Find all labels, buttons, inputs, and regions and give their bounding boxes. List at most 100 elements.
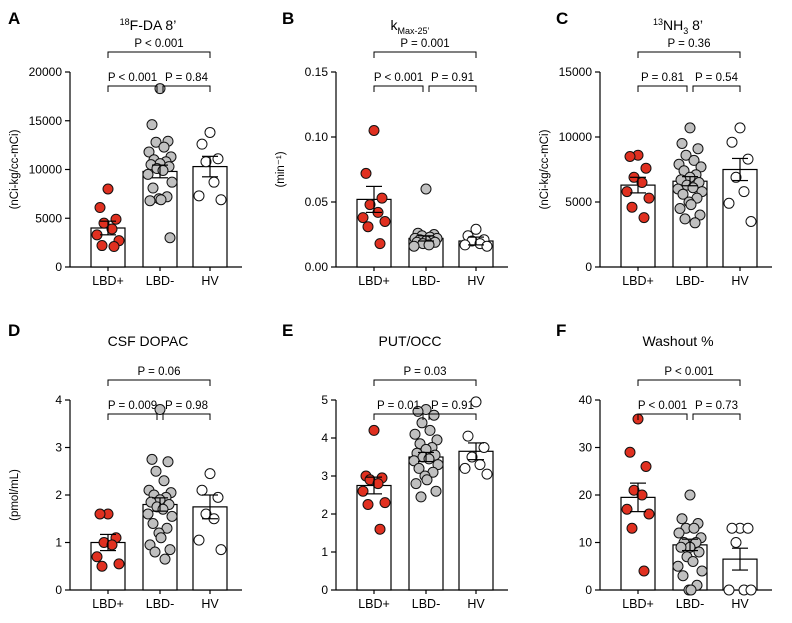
data-point <box>726 522 738 534</box>
data-point <box>638 565 650 577</box>
data-point <box>215 544 227 556</box>
panel-c: C 13NH3 8’ (nCi-kg/cc-mCi) 0 5000 10000 15000 L… <box>539 9 772 288</box>
p-value-label: P < 0.001 <box>664 366 713 378</box>
data-point <box>726 136 738 148</box>
data-point <box>146 453 158 465</box>
y-tick-label: 5000 <box>35 211 62 225</box>
data-point <box>161 522 173 534</box>
panel-title: kMax-25’ <box>390 17 429 36</box>
data-point <box>106 223 118 235</box>
data-point <box>154 404 166 415</box>
x-tick-label: LBD- <box>146 597 174 611</box>
panel-letter: D <box>8 321 20 340</box>
y-axis-label: (pmol/mL) <box>9 469 21 521</box>
data-point <box>408 240 420 252</box>
data-point <box>628 484 640 496</box>
significance-bracket <box>637 379 741 386</box>
data-point <box>155 194 167 206</box>
data-point <box>364 199 376 211</box>
data-point <box>212 491 224 503</box>
data-point <box>155 532 167 544</box>
panel-f: F Washout % 0 10 20 30 40 LBD+ LBD- HV P < 0.001 P … <box>556 321 772 611</box>
data-point <box>621 186 633 198</box>
data-point <box>738 186 750 198</box>
x-tick-label: HV <box>201 597 219 611</box>
data-point <box>357 212 369 224</box>
y-tick-label: 15000 <box>29 114 63 128</box>
data-point <box>692 143 704 155</box>
y-axis-label: (nCi-kg/cc-mCi) <box>539 129 551 209</box>
p-value-label: P < 0.001 <box>638 400 687 412</box>
x-tick-label: LBD+ <box>358 597 390 611</box>
data-point <box>159 553 171 565</box>
data-point <box>742 522 754 534</box>
panel-title: PUT/OCC <box>379 333 442 349</box>
data-point <box>215 194 227 206</box>
data-point <box>423 239 435 251</box>
data-point <box>676 513 688 525</box>
data-point <box>723 197 735 209</box>
data-point <box>684 122 696 134</box>
data-point <box>638 212 650 224</box>
data-point <box>684 489 696 501</box>
data-point <box>196 138 208 150</box>
significance-bracket <box>692 85 741 92</box>
significance-bracket <box>107 51 211 58</box>
data-point <box>685 584 697 596</box>
data-point <box>430 485 442 497</box>
x-tick-label: LBD+ <box>92 597 124 611</box>
data-point <box>474 459 486 471</box>
significance-bracket <box>373 413 424 420</box>
data-point <box>734 122 746 134</box>
panel-letter: E <box>282 321 293 340</box>
y-axis-label: (nCi-kg/cc-mCi) <box>9 129 21 209</box>
y-tick-label: 0.00 <box>305 260 329 274</box>
data-point <box>368 125 380 136</box>
y-tick-label: 3 <box>321 469 328 483</box>
x-tick-label: LBD- <box>412 597 440 611</box>
panel-e: E PUT/OCC 0 1 2 3 4 5 LBD+ LBD- HV P = 0.01 P = 0.91… <box>282 321 508 611</box>
y-tick-label: 0 <box>585 260 592 274</box>
significance-bracket <box>162 85 211 92</box>
data-point <box>420 183 432 195</box>
data-point <box>142 508 154 520</box>
y-tick-label: 20000 <box>29 65 63 79</box>
title-superscript: 18 <box>120 17 130 27</box>
data-point <box>204 126 216 138</box>
data-point <box>94 508 106 520</box>
data-point <box>142 168 154 180</box>
panel-letter: B <box>282 9 294 28</box>
y-tick-label: 0 <box>55 583 62 597</box>
panel-title: 13NH3 8’ <box>653 17 703 36</box>
data-point <box>410 478 422 490</box>
data-point <box>730 537 742 548</box>
panel-d: D CSF DOPAC (pmol/mL) 0 1 2 3 4 LBD+ LBD- HV P = 0.… <box>8 321 242 611</box>
data-point <box>415 491 427 503</box>
data-point <box>150 465 162 477</box>
data-point <box>147 518 159 529</box>
y-tick-label: 1 <box>321 545 328 559</box>
data-point <box>421 474 433 486</box>
y-tick-label: 2 <box>321 507 328 521</box>
y-tick-label: 1 <box>55 536 62 550</box>
significance-bracket <box>428 85 477 92</box>
data-point <box>413 462 425 474</box>
p-value-label: P = 0.98 <box>165 400 208 412</box>
panel-title: CSF DOPAC <box>108 333 189 349</box>
data-point <box>470 223 482 235</box>
data-point <box>688 522 700 534</box>
data-point <box>96 560 108 572</box>
data-point <box>158 475 170 487</box>
title-main: F-DA 8’ <box>130 17 177 33</box>
data-point <box>362 221 374 233</box>
y-tick-label: 30 <box>579 441 593 455</box>
data-point <box>147 182 159 194</box>
x-tick-label: LBD+ <box>92 274 124 288</box>
data-point <box>470 396 482 408</box>
data-point <box>193 534 205 546</box>
data-point <box>379 497 391 509</box>
data-point <box>624 446 636 458</box>
p-value-label: P = 0.84 <box>165 72 209 84</box>
data-point <box>696 565 708 577</box>
